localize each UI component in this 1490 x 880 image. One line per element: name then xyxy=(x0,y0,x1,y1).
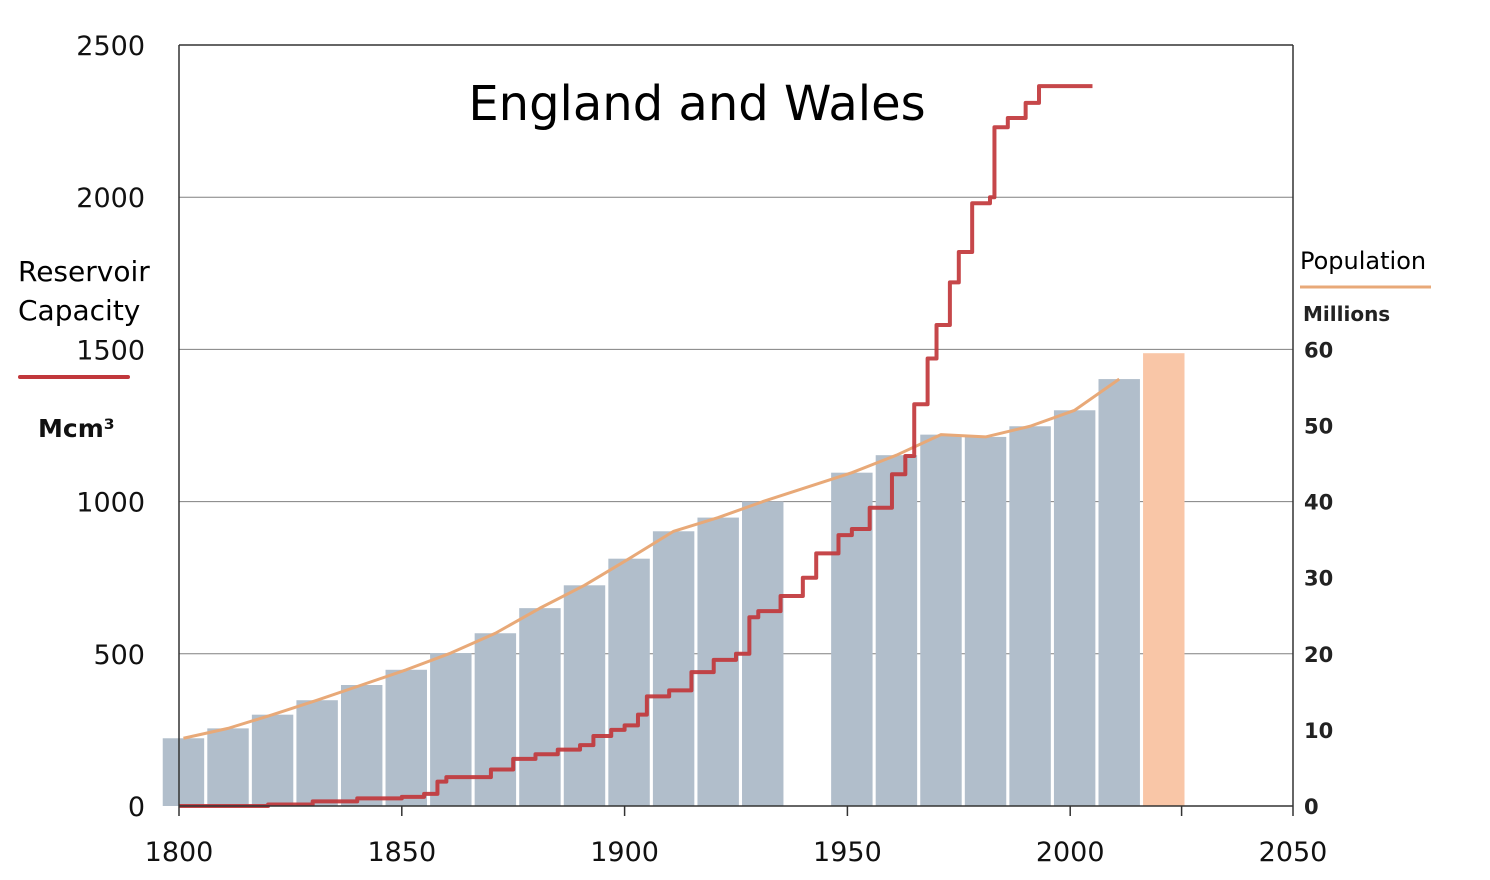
population-projection-bar xyxy=(1143,353,1185,806)
left-axis-label-line-1: Reservoir xyxy=(18,255,150,288)
left-axis-legend: Reservoir Capacity Mcm³ xyxy=(18,255,150,443)
population-bar xyxy=(340,685,383,806)
x-tick-label: 1900 xyxy=(590,837,659,868)
population-bar xyxy=(296,700,338,806)
left-axis-unit: Mcm³ xyxy=(38,414,115,443)
population-bars xyxy=(162,353,1185,806)
right-tick-label: 0 xyxy=(1304,795,1319,819)
population-bar xyxy=(385,669,427,806)
axes xyxy=(178,45,1294,807)
population-bar xyxy=(251,714,294,806)
x-tick-label: 1800 xyxy=(145,837,214,868)
left-tick-label: 2500 xyxy=(76,31,145,62)
tick-labels: 0 500 1000 1500 2000 2500 0 10 20 30 40 50 60 1800 185… xyxy=(76,31,1333,868)
right-tick-label: 20 xyxy=(1304,643,1333,667)
population-bar xyxy=(1053,410,1096,806)
population-bar xyxy=(1098,379,1140,806)
population-bar xyxy=(964,436,1007,806)
population-bar xyxy=(1009,426,1051,806)
population-bar xyxy=(474,633,517,806)
x-tick-label: 2000 xyxy=(1036,837,1105,868)
right-axis-unit: Millions xyxy=(1303,302,1390,326)
reservoir-capacity-line xyxy=(179,84,1093,808)
right-tick-label: 40 xyxy=(1304,491,1333,515)
left-tick-label: 0 xyxy=(128,792,145,823)
right-tick-label: 10 xyxy=(1304,719,1333,743)
population-bar xyxy=(920,434,962,806)
x-tick-label: 1850 xyxy=(367,837,436,868)
population-bar xyxy=(162,738,205,806)
population-line xyxy=(183,377,1121,740)
right-tick-label: 30 xyxy=(1304,567,1333,591)
right-axis-legend: Population Millions xyxy=(1300,247,1431,326)
left-axis-label-line-2: Capacity xyxy=(18,294,140,327)
left-tick-label: 2000 xyxy=(76,183,145,214)
right-axis-label: Population xyxy=(1300,247,1426,275)
left-tick-label: 1500 xyxy=(76,335,145,366)
left-tick-label: 1000 xyxy=(76,488,145,519)
population-bar xyxy=(608,558,650,806)
left-tick-label: 500 xyxy=(93,640,145,671)
data-lines xyxy=(179,84,1121,808)
population-bar xyxy=(652,531,695,806)
x-tick-label: 1950 xyxy=(813,837,882,868)
x-tick-label: 2050 xyxy=(1259,837,1328,868)
population-bar xyxy=(875,455,918,806)
right-tick-label: 60 xyxy=(1304,338,1333,362)
population-bar xyxy=(519,608,561,806)
population-bar xyxy=(831,472,873,806)
population-bar xyxy=(207,728,249,806)
right-tick-label: 50 xyxy=(1304,415,1333,439)
chart-title: England and Wales xyxy=(468,76,925,132)
population-bar xyxy=(563,585,606,806)
